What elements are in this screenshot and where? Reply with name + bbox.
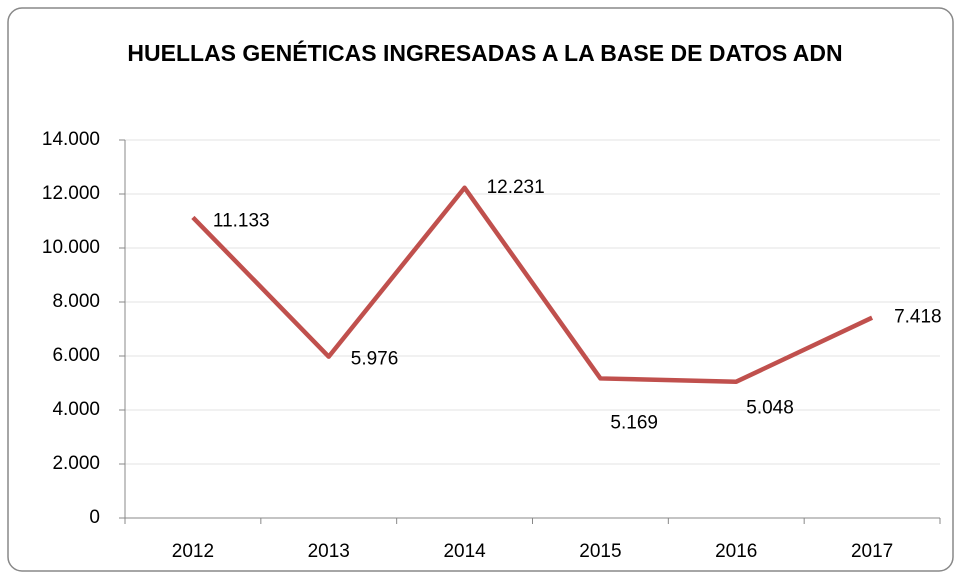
chart-border [7, 7, 954, 572]
y-tick-label: 6.000 [52, 345, 100, 366]
x-tick-label: 2013 [308, 541, 350, 562]
x-tick-label: 2012 [172, 541, 214, 562]
data-label: 7.418 [894, 307, 942, 328]
x-tick-label: 2016 [715, 541, 757, 562]
y-tick-label: 4.000 [52, 399, 100, 420]
data-label: 5.976 [351, 349, 399, 370]
data-label: 12.231 [487, 177, 545, 198]
y-tick-label: 0 [89, 507, 100, 528]
x-tick-label: 2017 [851, 541, 893, 562]
x-tick-label: 2015 [579, 541, 621, 562]
line-series [191, 185, 874, 384]
y-tick-label: 8.000 [52, 291, 100, 312]
x-tick-label: 2014 [443, 541, 486, 562]
data-label: 5.169 [610, 412, 658, 433]
y-tick-label: 14.000 [42, 129, 100, 150]
data-label: 5.048 [746, 398, 794, 419]
chart-title: HUELLAS GENÉTICAS INGRESADAS A LA BASE D… [127, 40, 843, 66]
y-tick-label: 12.000 [42, 183, 100, 204]
y-tick-label: 2.000 [52, 453, 100, 474]
data-label: 11.133 [213, 210, 270, 231]
y-tick-label: 10.000 [42, 237, 100, 258]
